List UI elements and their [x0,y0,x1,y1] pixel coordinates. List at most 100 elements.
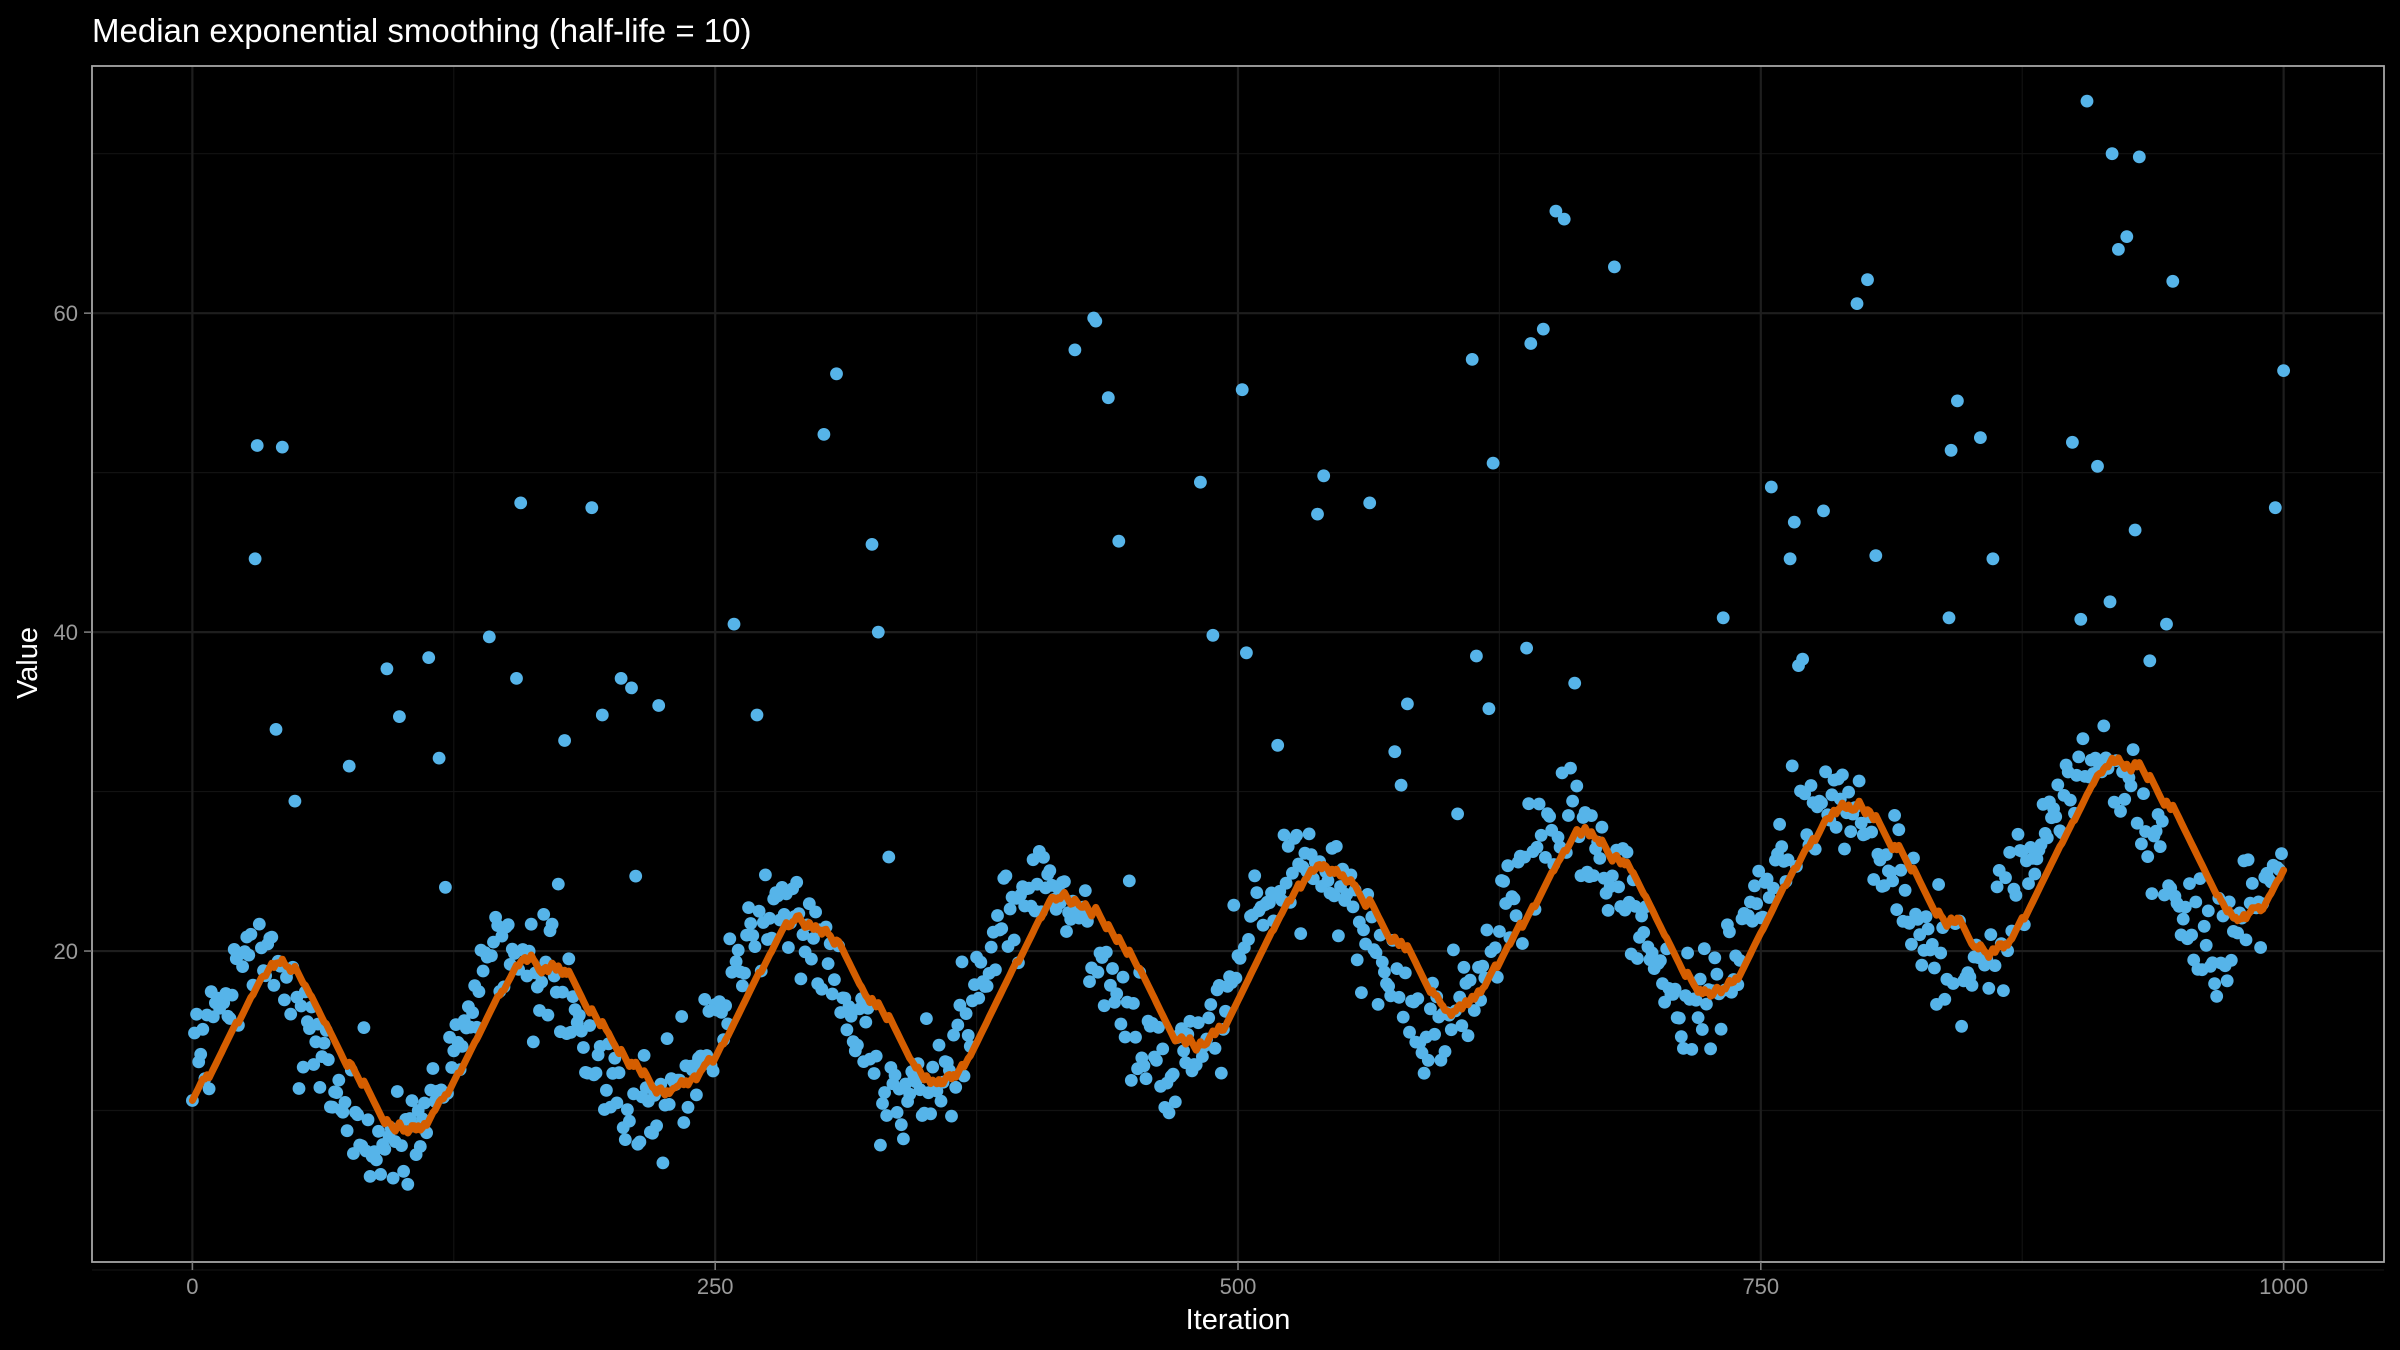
data-point [1520,641,1533,655]
data-point [1271,738,1285,752]
data-point [2224,953,2238,967]
data-point [951,1018,965,1032]
data-point [1530,840,1544,854]
data-point [1938,992,1952,1006]
data-point [974,955,988,969]
data-point [1566,794,1579,808]
data-point [2128,523,2142,537]
data-point [1783,552,1797,566]
data-point [1608,260,1621,274]
data-point [1620,845,1634,859]
data-point [1915,958,1929,972]
data-point [1516,937,1529,950]
data-point [1089,314,1103,328]
data-point [1990,880,2004,894]
data-point [1037,851,1050,864]
data-point [1595,820,1609,834]
data-point [1129,1030,1142,1044]
data-point [2199,938,2213,952]
data-point [1522,797,1536,811]
data-point [595,708,609,722]
data-point [1507,892,1521,906]
data-point [1919,910,1933,924]
data-point [2132,150,2146,164]
data-point [752,904,766,918]
data-point [1587,869,1600,882]
data-point [1214,1066,1228,1080]
data-point [1411,992,1425,1005]
data-point [821,957,835,970]
data-point [1955,1019,1968,1033]
data-point [1951,394,1964,408]
data-point [650,1119,663,1133]
data-point [2076,732,2090,746]
data-point [1371,998,1385,1011]
data-point [342,759,356,773]
data-point [1672,1011,1686,1025]
data-point [1321,874,1335,888]
data-point [1557,212,1571,226]
data-point [2183,877,2196,890]
data-point [1965,979,1979,992]
data-point [1137,1059,1151,1073]
data-point [844,1009,858,1023]
data-point [1363,496,1377,510]
data-point [577,1041,590,1054]
data-point [677,1116,691,1129]
data-point [284,1007,298,1021]
data-point [1549,204,1563,218]
data-point [1764,480,1778,494]
data-point [1869,549,1883,562]
data-point [1229,971,1243,985]
data-point [794,972,808,986]
data-point [1817,504,1830,518]
data-point [1346,900,1360,914]
data-point [2118,792,2132,806]
data-point [510,672,523,685]
data-point [2275,847,2288,861]
data-point [405,1094,419,1107]
data-point [2268,501,2282,515]
data-point [1723,925,1736,939]
data-point [763,911,776,925]
data-point [1332,929,1345,943]
data-point [2135,837,2148,851]
data-point [1605,869,1619,883]
data-point [401,1177,415,1191]
data-point [899,1077,912,1091]
data-point [675,1010,689,1023]
data-point [782,941,795,954]
data-point [894,1118,908,1132]
data-point [292,1082,306,1095]
data-point [2103,595,2117,609]
data-point [1461,1029,1475,1043]
data-point [545,917,559,931]
data-point [1524,337,1538,350]
data-point [2153,840,2167,853]
data-point [321,1053,335,1067]
data-point [2022,877,2035,890]
data-point [859,1015,873,1029]
data-point [828,973,841,986]
data-point [1398,966,1412,980]
data-point [236,960,250,973]
data-point [746,929,760,942]
data-point [1060,925,1073,938]
data-point [2166,274,2180,288]
data-point [1078,884,1092,897]
data-point [1890,903,1904,916]
y-tick-label: 40 [54,620,78,645]
data-point [1932,878,1945,891]
data-point [476,964,490,978]
data-point [2120,230,2134,244]
data-point [562,952,576,966]
data-point [340,1124,354,1138]
data-point [1421,1053,1435,1067]
data-point [1139,1072,1153,1086]
data-point [2145,887,2159,900]
data-point [1842,785,1855,799]
data-point [1311,507,1324,521]
data-point [1118,1030,1132,1044]
data-point [1122,874,1136,888]
data-point [874,1138,887,1152]
